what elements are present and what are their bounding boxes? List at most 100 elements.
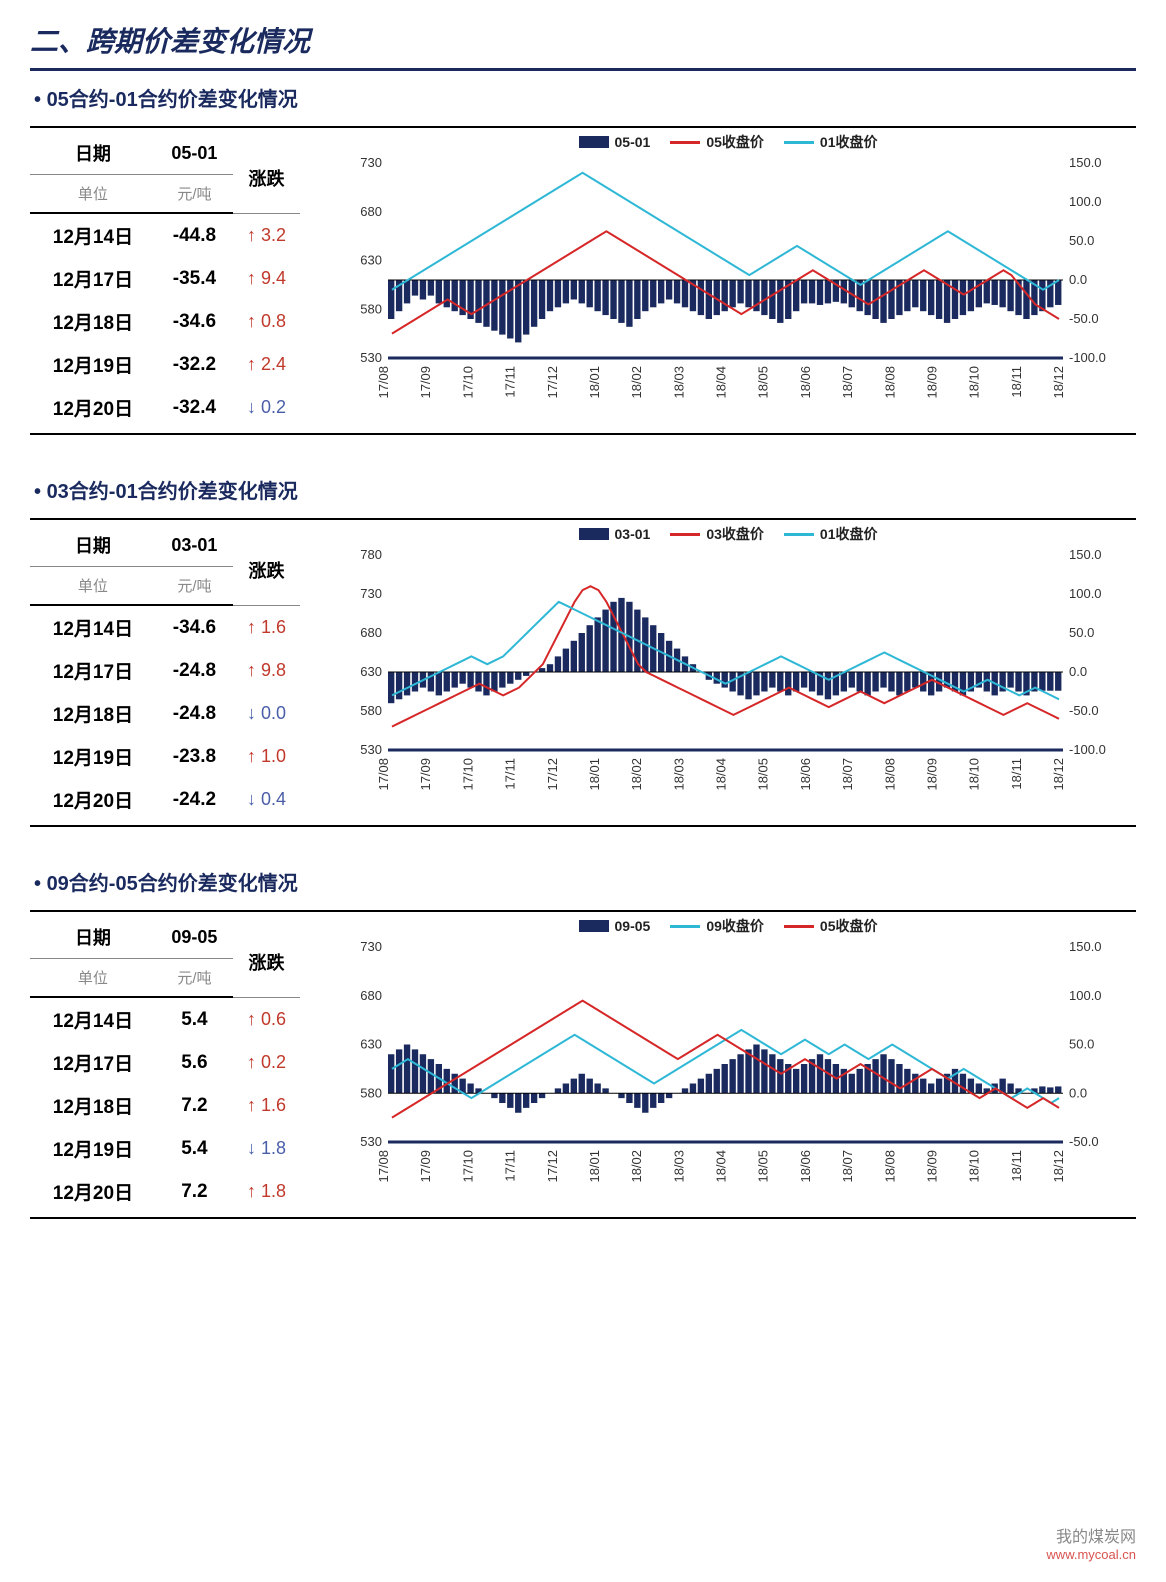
svg-text:2018/02: 2018/02: [629, 1150, 644, 1182]
svg-text:2017/10: 2017/10: [460, 366, 475, 398]
svg-text:100.0: 100.0: [1069, 586, 1102, 601]
svg-text:680: 680: [360, 625, 382, 640]
svg-text:730: 730: [360, 942, 382, 954]
svg-text:150.0: 150.0: [1069, 550, 1102, 562]
svg-text:2017/08: 2017/08: [376, 1150, 391, 1182]
svg-text:2018/09: 2018/09: [924, 366, 939, 398]
svg-text:0.0: 0.0: [1069, 664, 1087, 679]
svg-text:2017/08: 2017/08: [376, 366, 391, 398]
chart-wrap: 05-0105收盘价01收盘价 530580630680730-100.0-50…: [320, 132, 1136, 412]
svg-text:2018/06: 2018/06: [798, 1150, 813, 1182]
data-table: 日期05-01 涨跌 单位元/吨 12月14日-44.8 ↑ 3.2 12月17…: [30, 132, 300, 429]
footer-logo: 我的煤炭网 www.mycoal.cn: [1046, 1523, 1136, 1562]
table-row: 12月19日-32.2 ↑ 2.4: [30, 343, 300, 386]
svg-text:2018/06: 2018/06: [798, 758, 813, 790]
svg-text:580: 580: [360, 1085, 382, 1100]
chart-wrap: 09-0509收盘价05收盘价 530580630680730-50.00.05…: [320, 916, 1136, 1196]
svg-text:2018/03: 2018/03: [671, 758, 686, 790]
svg-text:2018/10: 2018/10: [967, 1150, 982, 1182]
table-row: 12月20日-32.4 ↓ 0.2: [30, 386, 300, 429]
svg-text:-50.0: -50.0: [1069, 703, 1099, 718]
svg-text:2017/11: 2017/11: [503, 1150, 518, 1182]
legend-item: 09-05: [579, 916, 651, 936]
svg-text:2018/01: 2018/01: [587, 1150, 602, 1182]
legend-item: 05-01: [579, 132, 651, 152]
section-title: 05合约-01合约价差变化情况: [34, 83, 1136, 112]
svg-text:2018/05: 2018/05: [756, 758, 771, 790]
chart-legend: 03-0103收盘价01收盘价: [320, 524, 1136, 544]
svg-text:2018/08: 2018/08: [882, 1150, 897, 1182]
legend-item: 01收盘价: [784, 524, 878, 544]
svg-text:2017/08: 2017/08: [376, 758, 391, 790]
svg-text:2018/03: 2018/03: [671, 1150, 686, 1182]
chart-svg: 530580630680730-50.00.050.0100.0150.0201…: [320, 942, 1136, 1182]
data-table: 日期03-01 涨跌 单位元/吨 12月14日-34.6 ↑ 1.6 12月17…: [30, 524, 300, 821]
svg-text:2018/06: 2018/06: [798, 366, 813, 398]
table-row: 12月17日-24.8 ↑ 9.8: [30, 649, 300, 692]
svg-text:2017/12: 2017/12: [545, 758, 560, 790]
svg-text:2018/08: 2018/08: [882, 758, 897, 790]
section-title: 03合约-01合约价差变化情况: [34, 475, 1136, 504]
svg-text:2018/12: 2018/12: [1051, 758, 1066, 790]
chart-svg: 530580630680730780-100.0-50.00.050.0100.…: [320, 550, 1136, 790]
chart-wrap: 03-0103收盘价01收盘价 530580630680730780-100.0…: [320, 524, 1136, 804]
svg-text:580: 580: [360, 301, 382, 316]
table-row: 12月18日-34.6 ↑ 0.8: [30, 300, 300, 343]
svg-text:2018/11: 2018/11: [1009, 366, 1024, 398]
legend-item: 09收盘价: [670, 916, 764, 936]
panel: 日期03-01 涨跌 单位元/吨 12月14日-34.6 ↑ 1.6 12月17…: [30, 518, 1136, 827]
svg-text:2017/12: 2017/12: [545, 1150, 560, 1182]
panel: 日期05-01 涨跌 单位元/吨 12月14日-44.8 ↑ 3.2 12月17…: [30, 126, 1136, 435]
svg-text:580: 580: [360, 703, 382, 718]
chart-legend: 09-05 09收盘价 05收盘价: [320, 916, 1136, 936]
legend-item: 05收盘价: [784, 916, 878, 936]
svg-text:630: 630: [360, 1037, 382, 1052]
svg-text:2017/11: 2017/11: [503, 366, 518, 398]
table-row: 12月14日5.4 ↑ 0.6: [30, 997, 300, 1041]
svg-text:100.0: 100.0: [1069, 988, 1102, 1003]
legend-item: 05收盘价: [670, 132, 764, 152]
svg-text:2018/08: 2018/08: [882, 366, 897, 398]
svg-text:630: 630: [360, 253, 382, 268]
chart-svg: 530580630680730-100.0-50.00.050.0100.015…: [320, 158, 1136, 398]
data-table: 日期09-05 涨跌 单位元/吨 12月14日5.4 ↑ 0.6 12月17日5…: [30, 916, 300, 1213]
table-row: 12月14日-44.8 ↑ 3.2: [30, 213, 300, 257]
svg-text:2018/04: 2018/04: [714, 366, 729, 398]
svg-text:2018/01: 2018/01: [587, 758, 602, 790]
table-row: 12月18日7.2 ↑ 1.6: [30, 1084, 300, 1127]
svg-text:150.0: 150.0: [1069, 942, 1102, 954]
svg-text:2018/05: 2018/05: [756, 1150, 771, 1182]
panel: 日期09-05 涨跌 单位元/吨 12月14日5.4 ↑ 0.6 12月17日5…: [30, 910, 1136, 1219]
table-row: 12月17日5.6 ↑ 0.2: [30, 1041, 300, 1084]
svg-text:2018/12: 2018/12: [1051, 1150, 1066, 1182]
svg-text:2018/11: 2018/11: [1009, 758, 1024, 790]
svg-text:150.0: 150.0: [1069, 158, 1102, 170]
svg-text:2018/11: 2018/11: [1009, 1150, 1024, 1182]
section-1: 03合约-01合约价差变化情况 日期03-01 涨跌 单位元/吨 12月14日-…: [30, 475, 1136, 827]
svg-text:2018/04: 2018/04: [714, 1150, 729, 1182]
svg-text:-100.0: -100.0: [1069, 350, 1106, 365]
chart-legend: 05-01 05收盘价 01收盘价: [320, 132, 1136, 152]
svg-text:2018/07: 2018/07: [840, 366, 855, 398]
svg-text:2018/05: 2018/05: [756, 366, 771, 398]
svg-text:2017/09: 2017/09: [418, 1150, 433, 1182]
svg-text:680: 680: [360, 204, 382, 219]
svg-text:2018/12: 2018/12: [1051, 366, 1066, 398]
svg-text:730: 730: [360, 158, 382, 170]
svg-text:2017/10: 2017/10: [460, 758, 475, 790]
table-row: 12月20日7.2 ↑ 1.8: [30, 1170, 300, 1213]
svg-text:-50.0: -50.0: [1069, 1134, 1099, 1149]
legend-item: 01收盘价: [784, 132, 878, 152]
svg-text:2018/07: 2018/07: [840, 758, 855, 790]
svg-text:50.0: 50.0: [1069, 233, 1094, 248]
svg-text:2017/09: 2017/09: [418, 366, 433, 398]
svg-text:50.0: 50.0: [1069, 1037, 1094, 1052]
svg-text:730: 730: [360, 586, 382, 601]
table-row: 12月17日-35.4 ↑ 9.4: [30, 257, 300, 300]
svg-text:2018/02: 2018/02: [629, 366, 644, 398]
svg-text:2018/07: 2018/07: [840, 1150, 855, 1182]
legend-item: 03-01: [579, 524, 651, 544]
svg-text:100.0: 100.0: [1069, 194, 1102, 209]
svg-text:2018/03: 2018/03: [671, 366, 686, 398]
table-row: 12月19日-23.8 ↑ 1.0: [30, 735, 300, 778]
